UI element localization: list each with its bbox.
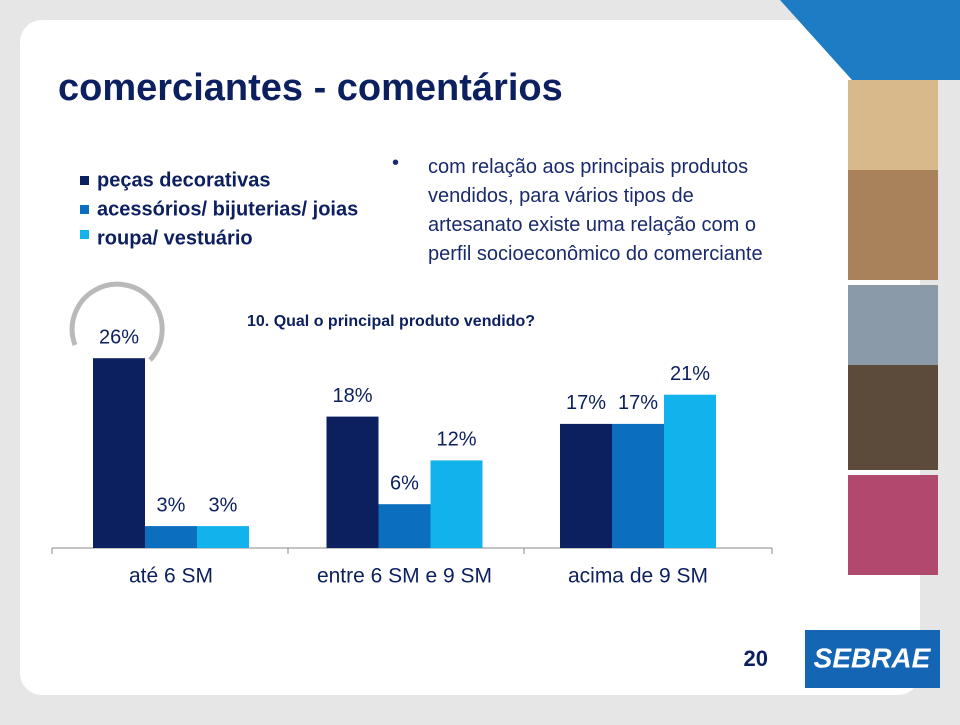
legend-label: roupa/ vestuário (97, 227, 253, 249)
decor-arc (69, 281, 165, 362)
x-tick-label: até 6 SM (129, 565, 213, 588)
value-label: 26% (99, 326, 139, 348)
legend-marker (80, 176, 89, 185)
value-label: 3% (209, 494, 238, 516)
legend-label: peças decorativas (97, 169, 270, 191)
bar (93, 358, 145, 548)
value-label: 12% (436, 429, 476, 451)
bar (664, 394, 716, 548)
page-number: 20 (744, 646, 768, 671)
bar (430, 460, 483, 548)
bar (197, 526, 249, 548)
value-label: 6% (390, 472, 419, 494)
bar (378, 504, 431, 548)
value-label: 21% (670, 363, 710, 385)
bar (612, 423, 664, 548)
chart-title: 10. Qual o principal produto vendido? (247, 313, 535, 330)
bar (560, 423, 612, 548)
decor-band (780, 0, 960, 80)
bullet-marker: • (392, 152, 400, 174)
legend-marker (80, 205, 89, 214)
logo: SEBRAE (814, 642, 932, 673)
legend-marker (80, 230, 89, 239)
legend-label: acessórios/ bijuterias/ joias (97, 198, 358, 220)
bullet-text: com relação aos principais produtos vend… (428, 156, 763, 265)
x-tick-label: acima de 9 SM (568, 565, 708, 588)
photo (848, 285, 938, 365)
value-label: 17% (618, 392, 658, 414)
photo (848, 80, 938, 170)
value-label: 17% (566, 392, 606, 414)
x-tick-label: entre 6 SM e 9 SM (317, 565, 492, 588)
logo-box (805, 630, 940, 688)
value-label: 3% (157, 494, 186, 516)
photo (848, 475, 938, 575)
slide-title: comerciantes - comentários (58, 67, 563, 109)
bar (145, 526, 197, 548)
value-label: 18% (332, 385, 372, 407)
bar (326, 416, 379, 548)
